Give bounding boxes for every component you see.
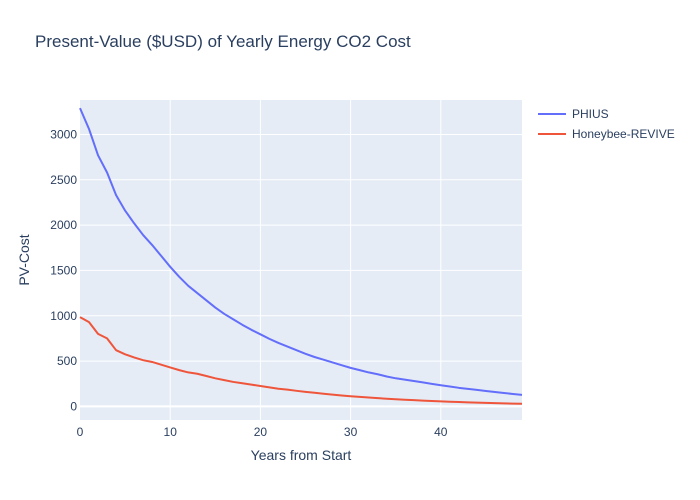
legend-item-honeybee-revive[interactable]: Honeybee-REVIVE	[538, 124, 675, 144]
y-tick-label: 2000	[50, 218, 77, 232]
tick-labels: 0 10 20 30 40 0 500 1000 1500 2000 2500 3000	[50, 127, 448, 439]
legend-label-phius: PHIUS	[572, 107, 609, 121]
y-tick-label: 1000	[50, 309, 77, 323]
series-line-phius	[79, 107, 523, 396]
y-tick-label: 0	[70, 399, 77, 413]
x-tick-label: 30	[344, 425, 358, 439]
legend-label-honeybee-revive: Honeybee-REVIVE	[572, 127, 675, 141]
x-axis-title: Years from Start	[251, 447, 352, 463]
chart-title: Present-Value ($USD) of Yearly Energy CO…	[35, 32, 411, 51]
legend: PHIUS Honeybee-REVIVE	[538, 104, 675, 144]
x-tick-label: 40	[434, 425, 448, 439]
legend-item-phius[interactable]: PHIUS	[538, 104, 675, 124]
x-tick-label: 0	[77, 425, 84, 439]
series-lines	[79, 107, 523, 405]
x-tick-label: 20	[254, 425, 268, 439]
plot-background	[80, 100, 522, 420]
series-line-honeybee-revive	[79, 316, 523, 405]
legend-swatch-phius	[538, 113, 566, 115]
y-axis-title: PV-Cost	[16, 234, 32, 285]
y-tick-label: 1500	[50, 263, 77, 277]
grid-lines	[80, 100, 522, 420]
y-tick-label: 2500	[50, 173, 77, 187]
legend-swatch-honeybee-revive	[538, 133, 566, 135]
y-tick-label: 3000	[50, 127, 77, 141]
y-tick-label: 500	[57, 354, 77, 368]
x-tick-label: 10	[164, 425, 178, 439]
